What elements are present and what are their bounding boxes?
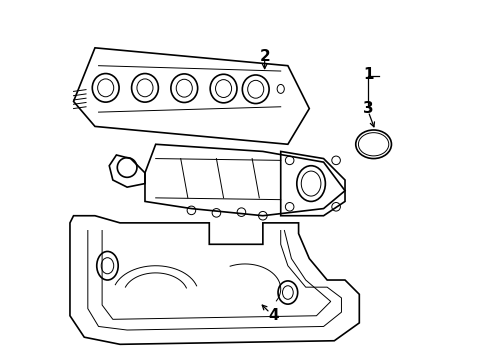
Text: 2: 2 — [259, 49, 270, 64]
Text: 4: 4 — [268, 308, 279, 323]
Text: 1: 1 — [363, 67, 373, 82]
Text: 3: 3 — [363, 101, 373, 116]
